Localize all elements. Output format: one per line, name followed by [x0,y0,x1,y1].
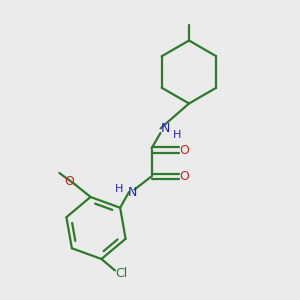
Text: Cl: Cl [116,267,128,280]
Text: O: O [180,170,189,183]
Text: O: O [180,143,189,157]
Text: N: N [128,185,137,199]
Text: N: N [160,122,170,135]
Text: H: H [173,130,181,140]
Text: O: O [64,176,74,188]
Text: H: H [115,184,124,194]
